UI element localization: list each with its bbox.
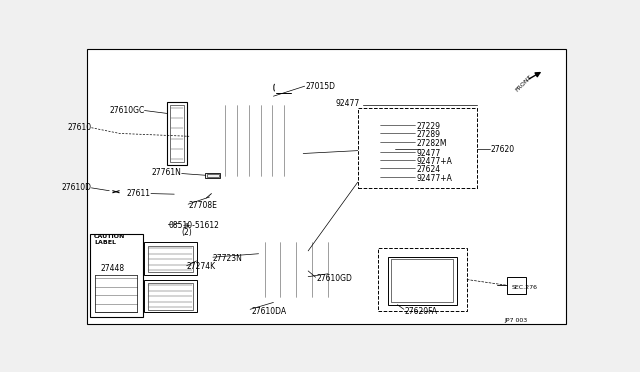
- Text: 27610GD: 27610GD: [317, 275, 353, 283]
- Text: 27448: 27448: [100, 264, 124, 273]
- Text: SEC.276: SEC.276: [511, 285, 538, 290]
- Circle shape: [319, 251, 337, 262]
- Text: 27620: 27620: [491, 145, 515, 154]
- Circle shape: [374, 151, 387, 158]
- Text: 27274K: 27274K: [187, 262, 216, 271]
- Circle shape: [109, 189, 122, 196]
- Bar: [392, 260, 453, 302]
- Circle shape: [375, 144, 385, 149]
- Bar: [507, 277, 526, 294]
- Circle shape: [310, 247, 346, 267]
- Text: 27624: 27624: [416, 165, 440, 174]
- Text: LABEL: LABEL: [94, 240, 116, 246]
- Circle shape: [383, 142, 407, 156]
- Text: 92477+A: 92477+A: [416, 174, 452, 183]
- Text: 27015D: 27015D: [306, 82, 336, 91]
- Ellipse shape: [374, 137, 384, 143]
- Bar: [170, 105, 184, 162]
- Circle shape: [180, 221, 193, 229]
- Circle shape: [371, 158, 389, 169]
- Bar: [90, 234, 143, 317]
- Circle shape: [360, 129, 429, 169]
- Bar: [145, 242, 196, 275]
- Text: 27723N: 27723N: [213, 254, 243, 263]
- Text: (2): (2): [182, 228, 193, 237]
- Circle shape: [509, 281, 524, 289]
- Polygon shape: [259, 240, 358, 302]
- Text: 27708E: 27708E: [188, 201, 217, 209]
- Polygon shape: [259, 236, 374, 244]
- Ellipse shape: [392, 158, 398, 166]
- Polygon shape: [303, 90, 328, 182]
- Text: 27610D: 27610D: [61, 183, 92, 192]
- Text: 27610GC: 27610GC: [109, 106, 145, 115]
- Polygon shape: [259, 244, 355, 302]
- Bar: [145, 279, 196, 312]
- Bar: [207, 173, 219, 177]
- Bar: [167, 102, 187, 165]
- Text: S: S: [185, 222, 189, 228]
- Ellipse shape: [411, 147, 424, 151]
- Ellipse shape: [406, 137, 415, 143]
- Text: 27610DA: 27610DA: [251, 307, 286, 316]
- Polygon shape: [259, 231, 378, 240]
- Bar: [148, 246, 193, 272]
- Circle shape: [202, 197, 209, 201]
- Polygon shape: [355, 236, 374, 302]
- Ellipse shape: [374, 155, 384, 161]
- Bar: [358, 108, 477, 188]
- Ellipse shape: [406, 155, 415, 161]
- Text: 27229: 27229: [416, 122, 440, 131]
- Text: FRONT: FRONT: [515, 74, 533, 93]
- Text: 92477: 92477: [336, 99, 360, 108]
- Ellipse shape: [367, 147, 379, 151]
- Text: 27282M: 27282M: [416, 139, 447, 148]
- Bar: [148, 283, 193, 310]
- Polygon shape: [219, 90, 328, 102]
- Bar: [205, 173, 220, 178]
- Text: 27289: 27289: [416, 130, 440, 140]
- Text: 27611: 27611: [127, 189, 151, 198]
- Text: 27610: 27610: [67, 123, 92, 132]
- Text: 27761N: 27761N: [152, 169, 182, 177]
- Circle shape: [365, 132, 425, 166]
- Text: JP7 003: JP7 003: [504, 318, 527, 323]
- Text: CAUTION: CAUTION: [94, 234, 125, 239]
- Polygon shape: [219, 102, 303, 182]
- Text: 92477+A: 92477+A: [416, 157, 452, 166]
- Bar: [378, 248, 467, 311]
- Text: 92477: 92477: [416, 149, 440, 158]
- Text: 08510-51612: 08510-51612: [168, 221, 219, 230]
- Polygon shape: [358, 231, 378, 302]
- Bar: [388, 257, 457, 305]
- Ellipse shape: [392, 133, 398, 140]
- Text: 27620FA: 27620FA: [405, 307, 438, 316]
